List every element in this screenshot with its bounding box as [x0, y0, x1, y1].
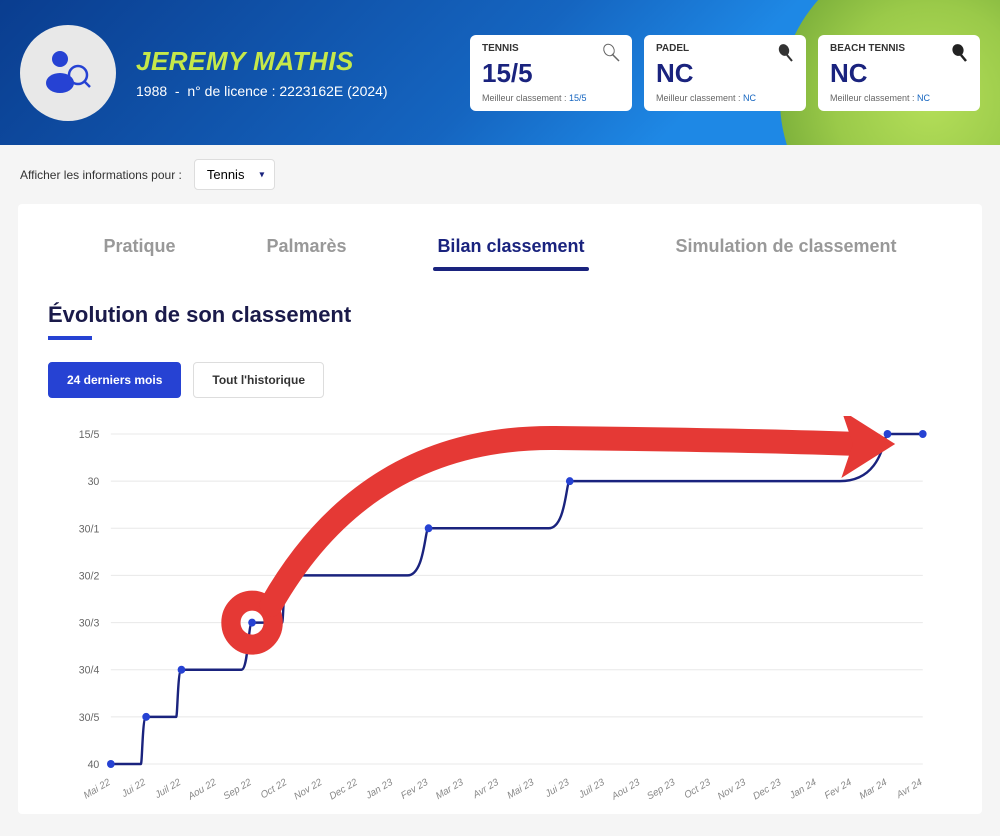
tab-pratique[interactable]: Pratique [99, 230, 179, 271]
annotation-arrow-line [271, 438, 858, 605]
svg-text:Juil 22: Juil 22 [153, 777, 184, 802]
svg-text:Aou 22: Aou 22 [186, 777, 219, 803]
section-underline [48, 336, 92, 340]
svg-text:Jui 22: Jui 22 [119, 777, 148, 801]
rank-card-beach-tennis[interactable]: BEACH TENNIS NC Meilleur classement : NC [818, 35, 980, 111]
svg-text:30/1: 30/1 [79, 523, 100, 535]
svg-text:30/4: 30/4 [79, 665, 100, 677]
svg-text:40: 40 [88, 759, 100, 771]
rank-card-padel[interactable]: PADEL NC Meilleur classement : NC [644, 35, 806, 111]
player-name: JEREMY MATHIS [136, 46, 450, 77]
tab-simulation-de-classement[interactable]: Simulation de classement [671, 230, 900, 271]
chevron-down-icon: ▾ [259, 169, 264, 180]
content-panel: Pratique Palmarès Bilan classement Simulati… [18, 204, 982, 814]
svg-text:Mar 24: Mar 24 [858, 777, 890, 803]
profile-header: JEREMY MATHIS 1988 - n° de licence : 222… [0, 0, 1000, 145]
time-filter-buttons: 24 derniers mois Tout l'historique [48, 362, 952, 398]
player-meta: 1988 - n° de licence : 2223162E (2024) [136, 83, 450, 99]
rank-card-best: Meilleur classement : NC [656, 93, 794, 103]
filter-label: Afficher les informations pour : [20, 168, 182, 182]
svg-text:Sep 22: Sep 22 [222, 777, 254, 803]
svg-text:30/3: 30/3 [79, 617, 100, 629]
svg-text:15/5: 15/5 [79, 429, 100, 441]
tab-bilan-classement[interactable]: Bilan classement [433, 230, 588, 271]
svg-text:Aou 23: Aou 23 [609, 777, 642, 803]
rank-card-sport: TENNIS [482, 43, 620, 54]
tabs: Pratique Palmarès Bilan classement Simulati… [18, 204, 982, 272]
rank-card-sport: PADEL [656, 43, 794, 54]
rank-card-value: NC [830, 58, 968, 89]
svg-text:Jan 23: Jan 23 [364, 777, 396, 803]
svg-text:Mai 23: Mai 23 [506, 777, 537, 802]
rank-card-value: NC [656, 58, 794, 89]
svg-text:Oct 23: Oct 23 [683, 777, 713, 802]
svg-text:Jan 24: Jan 24 [787, 777, 819, 803]
ranking-cards: TENNIS 15/5 Meilleur classement : 15/5 P… [470, 35, 980, 111]
rank-card-best: Meilleur classement : 15/5 [482, 93, 620, 103]
svg-text:Fev 24: Fev 24 [823, 777, 854, 802]
svg-text:Fev 23: Fev 23 [399, 777, 430, 802]
svg-text:Mai 22: Mai 22 [82, 777, 113, 802]
svg-text:30/2: 30/2 [79, 570, 100, 582]
filter-row: Afficher les informations pour : Tennis … [0, 145, 1000, 204]
tab-palmarès[interactable]: Palmarès [262, 230, 350, 271]
beach-racket-icon [950, 43, 970, 68]
svg-text:Nov 22: Nov 22 [292, 777, 324, 803]
profile-info: JEREMY MATHIS 1988 - n° de licence : 222… [136, 46, 450, 99]
filter-btn-24-derniers-mois[interactable]: 24 derniers mois [48, 362, 181, 398]
svg-text:Avr 24: Avr 24 [894, 777, 925, 802]
svg-text:Dec 23: Dec 23 [751, 777, 783, 803]
svg-text:Avr 23: Avr 23 [471, 777, 502, 802]
rank-card-value: 15/5 [482, 58, 620, 89]
filter-btn-tout-l-historique[interactable]: Tout l'historique [193, 362, 324, 398]
padel-racket-icon [776, 43, 796, 68]
rank-card-best: Meilleur classement : NC [830, 93, 968, 103]
svg-text:Nov 23: Nov 23 [716, 777, 748, 803]
tennis-racket-icon [602, 43, 622, 68]
rank-card-tennis[interactable]: TENNIS 15/5 Meilleur classement : 15/5 [470, 35, 632, 111]
svg-text:30: 30 [88, 476, 100, 488]
svg-text:Oct 22: Oct 22 [259, 777, 289, 802]
avatar [20, 25, 116, 121]
svg-text:Jui 23: Jui 23 [543, 777, 572, 801]
svg-text:30/5: 30/5 [79, 712, 100, 724]
svg-text:Sep 23: Sep 23 [645, 777, 677, 803]
ranking-chart: 15/5 30 30/1 30/2 30/3 30/4 30/5 40 Mai 22Jui 22… [48, 416, 952, 804]
rank-card-sport: BEACH TENNIS [830, 43, 968, 54]
svg-text:Mar 23: Mar 23 [434, 777, 466, 803]
section-title: Évolution de son classement [48, 302, 952, 328]
svg-text:Juil 23: Juil 23 [576, 777, 607, 802]
svg-text:Dec 22: Dec 22 [328, 777, 360, 803]
ranking-evolution-section: Évolution de son classement 24 derniers … [18, 272, 982, 814]
sport-dropdown[interactable]: Tennis ▾ [194, 159, 276, 190]
